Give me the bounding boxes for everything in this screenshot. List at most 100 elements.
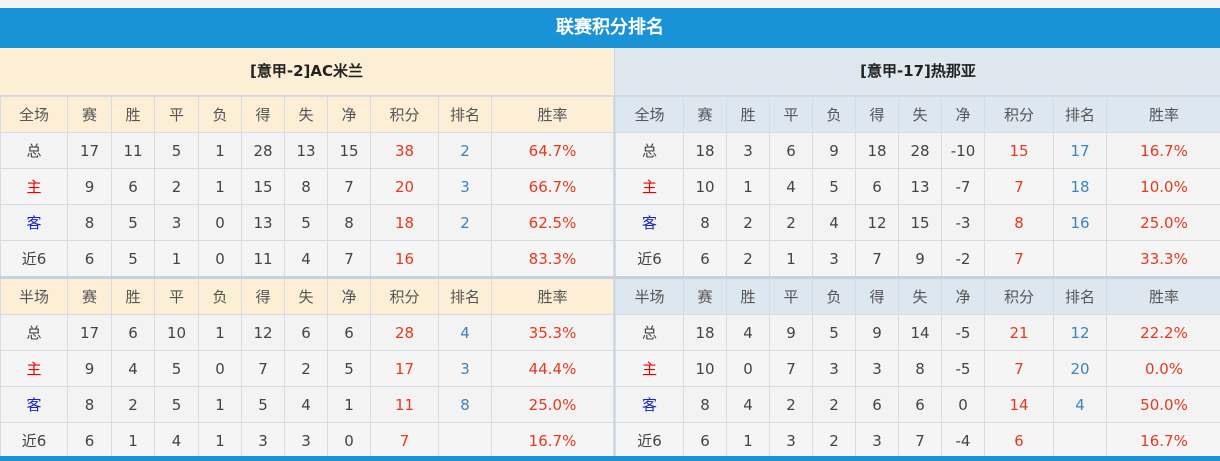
cell-gf: 12 [855,204,899,241]
cell-played: 8 [67,386,112,423]
cell-points: 7 [984,168,1054,205]
column-header-type: 半场 [0,276,68,315]
table-row: 总 18 3 6 9 18 28 -10 15 17 16.7% [615,132,1220,169]
cell-rate: 35.3% [491,314,614,351]
table-row: 客 8 2 2 4 12 15 -3 8 16 25.0% [615,204,1220,241]
cell-draw: 5 [154,132,199,169]
cell-loss: 3 [812,240,856,278]
cell-rank [438,240,492,278]
cell-ga: 6 [898,386,942,423]
column-header-win: 胜 [726,96,770,133]
table-row: 近6 6 2 1 3 7 9 -2 7 33.3% [615,240,1220,278]
cell-loss: 3 [812,350,856,387]
cell-played: 18 [683,132,727,169]
cell-rank [1053,240,1107,278]
cell-ga: 28 [898,132,942,169]
cell-gd: 1 [327,386,371,423]
cell-gd: 0 [327,422,371,459]
cell-draw: 4 [769,168,813,205]
cell-gf: 7 [855,240,899,278]
column-header-type: 全场 [615,96,684,133]
cell-type: 总 [615,314,684,351]
cell-points: 11 [370,386,439,423]
cell-points: 15 [984,132,1054,169]
cell-gd: -4 [941,422,985,459]
cell-loss: 0 [198,240,242,278]
column-header-gd: 净 [327,276,371,315]
column-header-played: 赛 [683,96,727,133]
cell-gf: 15 [241,168,285,205]
cell-draw: 2 [769,204,813,241]
cell-ga: 3 [284,422,328,459]
column-header-win: 胜 [726,276,770,315]
table-row: 近6 6 1 3 2 3 7 -4 6 16.7% [615,422,1220,459]
column-header-loss: 负 [198,276,242,315]
cell-ga: 7 [898,422,942,459]
cell-rank: 4 [438,314,492,351]
cell-played: 10 [683,168,727,205]
cell-ga: 15 [898,204,942,241]
cell-draw: 6 [769,132,813,169]
cell-gd: 15 [327,132,371,169]
column-header-ga: 失 [284,276,328,315]
cell-points: 8 [984,204,1054,241]
table-row: 主 9 4 5 0 7 2 5 17 3 44.4% [0,350,614,387]
cell-played: 17 [67,314,112,351]
cell-gf: 9 [855,314,899,351]
cell-gd: 7 [327,240,371,278]
full-header-row: 全场赛胜平负得失净积分 排名 胜率 [615,96,1220,133]
cell-points: 18 [370,204,439,241]
cell-type: 主 [0,168,68,205]
cell-rank: 2 [438,204,492,241]
table-row: 主 10 1 4 5 6 13 -7 7 18 10.0% [615,168,1220,205]
cell-rank: 12 [1053,314,1107,351]
cell-points: 7 [984,240,1054,278]
cell-loss: 2 [812,422,856,459]
cell-rate: 16.7% [1106,422,1220,459]
cell-draw: 1 [769,240,813,278]
column-header-rate: 胜率 [491,96,614,133]
cell-draw: 2 [769,386,813,423]
column-header-ga: 失 [898,276,942,315]
bottom-bar [0,456,1220,461]
cell-ga: 4 [284,240,328,278]
column-header-win: 胜 [111,276,155,315]
cell-points: 6 [984,422,1054,459]
cell-gd: -7 [941,168,985,205]
column-header-played: 赛 [683,276,727,315]
cell-played: 9 [67,168,112,205]
cell-gd: -5 [941,350,985,387]
cell-played: 6 [683,422,727,459]
cell-type: 客 [0,386,68,423]
cell-gf: 28 [241,132,285,169]
cell-rank: 16 [1053,204,1107,241]
table-row: 主 9 6 2 1 15 8 7 20 3 66.7% [0,168,614,205]
team-name: [意甲-2]AC米兰 [0,48,613,96]
column-header-rank: 排名 [438,96,492,133]
cell-gf: 11 [241,240,285,278]
cell-ga: 13 [898,168,942,205]
column-header-points: 积分 [984,276,1054,315]
cell-played: 8 [683,386,727,423]
cell-points: 14 [984,386,1054,423]
cell-gf: 6 [855,168,899,205]
cell-gf: 5 [241,386,285,423]
cell-points: 21 [984,314,1054,351]
cell-win: 6 [111,168,155,205]
column-header-gf: 得 [241,96,285,133]
cell-rate: 50.0% [1106,386,1220,423]
away-team-panel: [意甲-17]热那亚 全场赛胜平负得失净积分 排名 胜率总 18 3 6 9 18 28 -10 1… [614,48,1220,459]
table-row: 客 8 5 3 0 13 5 8 18 2 62.5% [0,204,614,241]
cell-rank: 8 [438,386,492,423]
standings-table: 全场赛胜平负得失净积分 排名 胜率总 18 3 6 9 18 28 -10 15 17 16.7% 主 10… [615,96,1220,459]
cell-gf: 13 [241,204,285,241]
column-header-loss: 负 [812,96,856,133]
cell-draw: 3 [769,422,813,459]
column-header-type: 半场 [615,276,684,315]
cell-loss: 1 [198,386,242,423]
cell-loss: 4 [812,204,856,241]
cell-rank [438,422,492,459]
cell-win: 4 [111,350,155,387]
cell-rate: 44.4% [491,350,614,387]
cell-loss: 0 [198,350,242,387]
